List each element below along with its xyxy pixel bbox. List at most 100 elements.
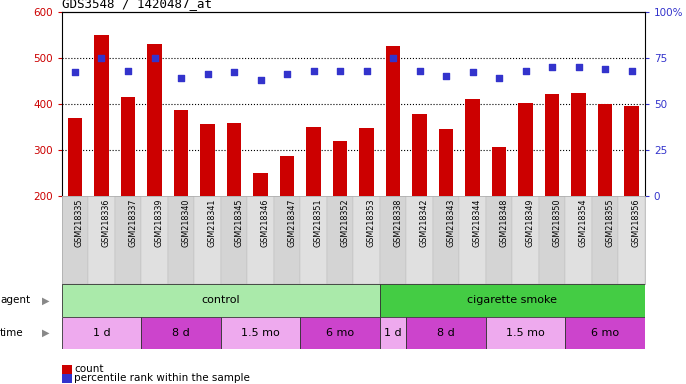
Bar (571, 93, 586, 196)
Text: 8 d: 8 d (172, 328, 190, 338)
Text: GSM218345: GSM218345 (234, 199, 243, 247)
Point (493, 75, 504, 81)
Text: GSM218356: GSM218356 (632, 199, 641, 247)
Text: cigarette smoke: cigarette smoke (467, 295, 557, 306)
Bar (174, 110, 188, 196)
Bar (300, 196, 327, 284)
Text: ▶: ▶ (42, 328, 49, 338)
Bar (221, 196, 247, 284)
Bar (62, 196, 88, 284)
Text: 1 d: 1 d (384, 328, 402, 338)
Point (414, 68, 425, 74)
Point (281, 71, 292, 77)
Bar (406, 196, 433, 284)
Bar (147, 44, 162, 196)
Point (255, 77, 266, 83)
Point (467, 69, 478, 75)
Text: GSM218344: GSM218344 (473, 199, 482, 247)
Bar (486, 317, 565, 349)
Text: GSM218337: GSM218337 (128, 199, 137, 247)
Text: percentile rank within the sample: percentile rank within the sample (74, 373, 250, 383)
Point (69, 69, 80, 75)
Bar (512, 196, 539, 284)
Text: GSM218347: GSM218347 (287, 199, 296, 247)
Bar (247, 196, 274, 284)
Text: 1.5 mo: 1.5 mo (241, 328, 280, 338)
Text: GSM218343: GSM218343 (446, 199, 455, 247)
Bar (598, 104, 613, 196)
Point (388, 55, 399, 61)
Point (335, 68, 346, 74)
Point (600, 66, 611, 72)
Text: ▶: ▶ (42, 295, 49, 306)
Bar (465, 99, 480, 196)
Bar (545, 94, 559, 196)
Text: control: control (202, 295, 240, 306)
Text: 6 mo: 6 mo (591, 328, 619, 338)
Bar (406, 317, 486, 349)
Bar (565, 317, 645, 349)
Bar (486, 196, 512, 284)
Text: GSM218339: GSM218339 (154, 199, 163, 247)
Bar (327, 196, 353, 284)
Bar (492, 147, 506, 196)
Text: GSM218355: GSM218355 (605, 199, 614, 247)
Bar (353, 196, 380, 284)
Bar (115, 196, 141, 284)
Bar (62, 317, 141, 349)
Text: GSM218353: GSM218353 (366, 199, 375, 247)
Point (573, 64, 584, 70)
Text: GSM218354: GSM218354 (578, 199, 588, 247)
Bar (624, 106, 639, 196)
Text: GSM218348: GSM218348 (499, 199, 508, 247)
Text: GSM218351: GSM218351 (314, 199, 322, 247)
Bar (94, 35, 109, 196)
Bar (519, 103, 533, 196)
Text: GSM218341: GSM218341 (207, 199, 217, 247)
Point (520, 68, 531, 74)
Point (440, 73, 451, 79)
Bar (62, 284, 380, 317)
Bar (68, 118, 82, 196)
Bar (141, 196, 168, 284)
Text: agent: agent (0, 295, 30, 306)
Bar (439, 129, 453, 196)
Bar (460, 196, 486, 284)
Bar (168, 196, 194, 284)
Text: GSM218346: GSM218346 (261, 199, 270, 247)
Bar (88, 196, 115, 284)
Text: GSM218340: GSM218340 (181, 199, 190, 247)
Bar (565, 196, 592, 284)
Point (123, 68, 134, 74)
Point (547, 64, 558, 70)
Text: GSM218335: GSM218335 (75, 199, 84, 247)
Text: 1.5 mo: 1.5 mo (506, 328, 545, 338)
Point (202, 71, 213, 77)
Text: GSM218352: GSM218352 (340, 199, 349, 247)
Bar (386, 46, 401, 196)
Point (228, 69, 239, 75)
Text: GSM218349: GSM218349 (525, 199, 534, 247)
Point (149, 55, 160, 61)
Point (308, 68, 319, 74)
Text: GDS3548 / 1420487_at: GDS3548 / 1420487_at (62, 0, 212, 10)
Point (176, 75, 187, 81)
Text: GSM218342: GSM218342 (420, 199, 429, 247)
Bar (274, 196, 300, 284)
Bar (300, 317, 380, 349)
Text: GSM218350: GSM218350 (552, 199, 561, 247)
Point (361, 68, 372, 74)
Bar (433, 196, 460, 284)
Bar (539, 196, 565, 284)
Bar (618, 196, 645, 284)
Text: GSM218336: GSM218336 (102, 199, 110, 247)
Bar (227, 123, 241, 196)
Point (96, 55, 107, 61)
Bar (333, 141, 347, 196)
Text: count: count (74, 364, 104, 374)
Bar (194, 196, 221, 284)
Bar (359, 128, 374, 196)
Text: 6 mo: 6 mo (326, 328, 354, 338)
Bar (200, 124, 215, 196)
Point (626, 68, 637, 74)
